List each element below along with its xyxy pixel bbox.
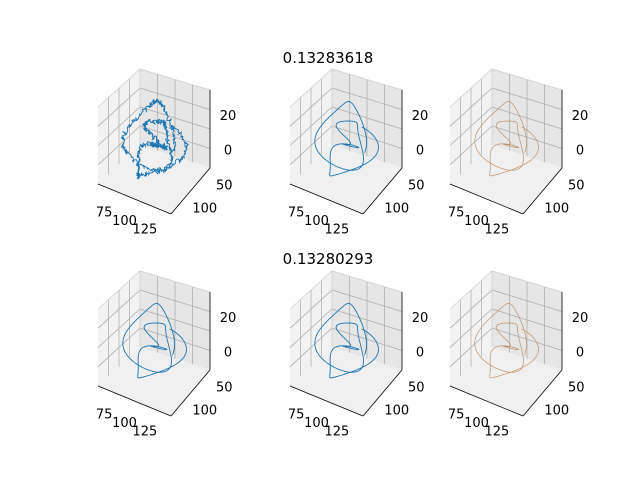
x-tick-label: 75 xyxy=(96,206,113,221)
z-tick-label: 20 xyxy=(412,109,429,124)
x-tick-label: 75 xyxy=(288,408,305,423)
x-tick-label: 75 xyxy=(96,408,113,423)
z-tick-label: 0 xyxy=(224,346,232,361)
z-tick-label: 20 xyxy=(220,311,237,326)
x-axis-line xyxy=(449,385,524,417)
pane-floor xyxy=(290,347,402,416)
y-tick-label: 100 xyxy=(544,404,569,419)
z-tick-label: 20 xyxy=(220,109,237,124)
z-tick-label: 0 xyxy=(576,144,584,159)
y-tick-label: 100 xyxy=(192,404,217,419)
y-axis-line xyxy=(362,369,403,417)
row-title-bottom: 0.13280293 xyxy=(283,250,374,268)
x-tick-label: 75 xyxy=(288,206,305,221)
z-tick-label: 0 xyxy=(576,346,584,361)
y-tick-label: 50 xyxy=(408,381,425,396)
z-tick-label: 20 xyxy=(412,311,429,326)
y-tick-label: 50 xyxy=(568,179,585,194)
x-tick-label: 125 xyxy=(132,222,157,237)
y-tick-label: 100 xyxy=(384,404,409,419)
x-tick-label: 100 xyxy=(304,214,329,229)
x-tick-label: 125 xyxy=(324,424,349,439)
z-tick-label: 20 xyxy=(572,311,589,326)
y-axis-line xyxy=(362,167,403,215)
trajectory-line xyxy=(122,303,187,379)
x-axis-line xyxy=(449,183,524,215)
y-tick-label: 50 xyxy=(568,381,585,396)
x-tick-label: 125 xyxy=(324,222,349,237)
z-tick-label: 20 xyxy=(572,109,589,124)
x-axis-line xyxy=(289,385,364,417)
x-axis-line xyxy=(97,385,172,417)
x-tick-label: 125 xyxy=(484,222,509,237)
y-axis-line xyxy=(170,167,211,215)
x-axis-line xyxy=(289,183,364,215)
x-tick-label: 75 xyxy=(448,408,465,423)
z-tick-label: 0 xyxy=(416,346,424,361)
row-title-top: 0.13283618 xyxy=(283,49,374,67)
x-tick-label: 125 xyxy=(132,424,157,439)
x-tick-label: 75 xyxy=(448,206,465,221)
x-tick-label: 100 xyxy=(464,214,489,229)
z-tick-label: 0 xyxy=(416,144,424,159)
y-axis-line xyxy=(522,369,563,417)
y-axis-line xyxy=(170,369,211,417)
x-tick-label: 100 xyxy=(112,416,137,431)
x-tick-label: 100 xyxy=(304,416,329,431)
trajectory-line xyxy=(474,101,539,177)
x-tick-label: 100 xyxy=(112,214,137,229)
trajectory-line xyxy=(474,303,539,379)
y-tick-label: 100 xyxy=(384,202,409,217)
y-axis-line xyxy=(522,167,563,215)
trajectory-line xyxy=(314,101,379,177)
z-tick-label: 0 xyxy=(224,144,232,159)
pane-floor xyxy=(98,347,210,416)
pane-floor xyxy=(290,145,402,214)
trajectory-line xyxy=(120,98,189,180)
y-tick-label: 100 xyxy=(192,202,217,217)
x-tick-label: 100 xyxy=(464,416,489,431)
trajectory-line xyxy=(314,303,379,379)
y-tick-label: 50 xyxy=(408,179,425,194)
y-tick-label: 100 xyxy=(544,202,569,217)
y-tick-label: 50 xyxy=(216,381,233,396)
x-tick-label: 125 xyxy=(484,424,509,439)
x-axis-line xyxy=(97,183,172,215)
pane-floor xyxy=(98,145,210,214)
pane-floor xyxy=(450,145,562,214)
y-tick-label: 50 xyxy=(216,179,233,194)
pane-floor xyxy=(450,347,562,416)
panels: 7510012510050200751001251005020075100125… xyxy=(96,68,589,439)
